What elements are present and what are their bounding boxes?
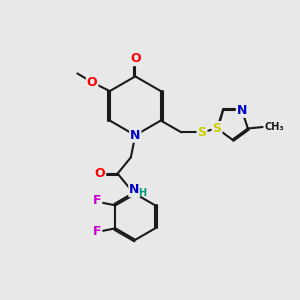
Text: F: F xyxy=(93,194,101,207)
Text: S: S xyxy=(212,122,221,135)
Text: H: H xyxy=(138,188,146,198)
Text: CH₃: CH₃ xyxy=(264,122,284,132)
Text: F: F xyxy=(93,225,101,238)
Text: N: N xyxy=(237,104,247,117)
Text: N: N xyxy=(130,129,140,142)
Text: S: S xyxy=(197,126,206,139)
Text: O: O xyxy=(130,52,141,65)
Text: O: O xyxy=(87,76,98,89)
Text: N: N xyxy=(129,183,140,196)
Text: O: O xyxy=(94,167,105,180)
